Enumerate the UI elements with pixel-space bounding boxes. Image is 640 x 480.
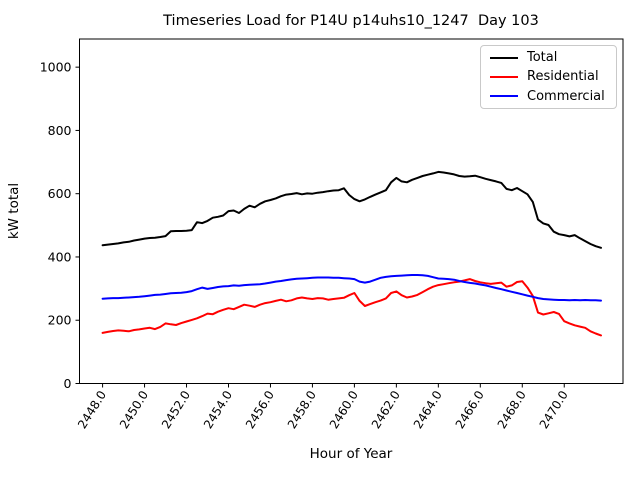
x-tick-label: 2456.0 (243, 388, 277, 431)
legend-label: Commercial (527, 88, 605, 104)
y-tick-label: 400 (48, 249, 72, 264)
x-tick-label: 2466.0 (453, 388, 487, 431)
legend-item-residential: Residential (481, 67, 616, 86)
legend-item-total: Total (481, 48, 616, 67)
y-tick-label: 0 (64, 376, 72, 391)
legend-line-swatch (490, 56, 518, 59)
line-residential (101, 278, 602, 337)
legend-label: Residential (527, 69, 599, 85)
axis-ticks: 2448.0 2450.0 2452.0 2454.0 2456.0 2458.0 2460… (40, 60, 571, 432)
x-axis-label: Hour of Year (310, 446, 393, 462)
x-tick-label: 2468.0 (495, 388, 529, 431)
x-tick-label: 2464.0 (411, 388, 445, 431)
x-tick-label: 2454.0 (201, 388, 235, 431)
y-tick-label: 200 (48, 313, 72, 328)
chart-title: Timeseries Load for P14U p14uhs10_1247 D… (163, 13, 539, 29)
legend-line-swatch (490, 95, 518, 98)
line-commercial (101, 274, 602, 302)
y-axis-label: kW total (6, 183, 22, 239)
x-tick-label: 2470.0 (537, 388, 571, 431)
legend-label: Total (527, 50, 558, 66)
data-series (101, 170, 602, 337)
y-tick-label: 800 (48, 123, 72, 138)
line-total (101, 170, 602, 249)
x-tick-label: 2452.0 (159, 388, 193, 431)
y-tick-label: 600 (48, 186, 72, 201)
legend-line-swatch (490, 75, 518, 78)
x-tick-label: 2460.0 (327, 388, 361, 431)
axes-frame (79, 38, 624, 384)
legend: Total Residential Commercial (480, 45, 617, 109)
legend-item-commercial: Commercial (481, 87, 616, 106)
x-tick-label: 2448.0 (75, 388, 109, 431)
x-tick-label: 2458.0 (285, 388, 319, 431)
x-tick-label: 2462.0 (369, 388, 403, 431)
y-tick-label: 1000 (40, 60, 72, 75)
x-tick-label: 2450.0 (117, 388, 151, 431)
